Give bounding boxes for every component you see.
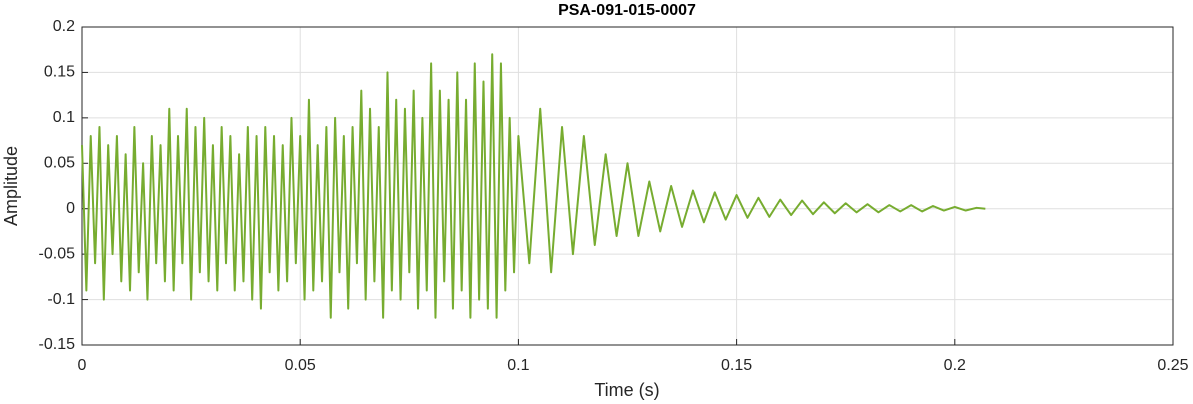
- y-tick-label: 0.1: [53, 109, 75, 126]
- y-tick-label: -0.15: [39, 336, 76, 353]
- y-tick-label: 0.05: [44, 155, 75, 172]
- x-axis-label: Time (s): [594, 380, 659, 400]
- x-tick-label: 0.05: [285, 357, 316, 374]
- y-axis-label: Amplitude: [1, 146, 21, 226]
- x-tick-label: 0: [78, 357, 87, 374]
- x-tick-label: 0.1: [507, 357, 529, 374]
- y-tick-label: -0.1: [47, 291, 75, 308]
- x-tick-label: 0.2: [944, 357, 966, 374]
- y-tick-label: 0: [66, 200, 75, 217]
- y-tick-label: 0.2: [53, 18, 75, 35]
- y-tick-label: 0.15: [44, 64, 75, 81]
- x-tick-label: 0.25: [1157, 357, 1188, 374]
- signal-line: [81, 53, 986, 319]
- y-tick-label: -0.05: [39, 245, 76, 262]
- x-tick-label: 0.15: [721, 357, 752, 374]
- plot-frame: [81, 26, 1174, 346]
- chart-title: PSA-091-015-0007: [558, 2, 696, 19]
